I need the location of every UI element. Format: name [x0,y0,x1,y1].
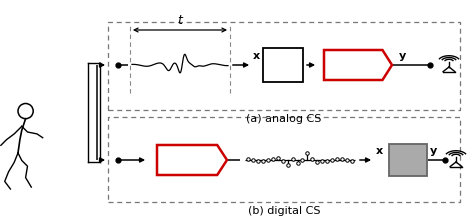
Text: y: y [399,51,406,61]
Polygon shape [157,145,227,175]
Text: Φ: Φ [400,150,416,169]
Text: ADC: ADC [340,59,370,72]
Text: (a) analog CS: (a) analog CS [246,114,322,124]
Text: (b) digital CS: (b) digital CS [248,206,320,216]
Text: t: t [178,14,182,27]
Text: x: x [253,51,260,61]
Bar [263,48,303,82]
Text: Φ: Φ [275,55,292,75]
Text: y: y [430,146,437,156]
Text: ADC: ADC [174,154,203,167]
Text: x: x [376,146,383,156]
Bar [389,144,427,176]
Polygon shape [324,50,392,80]
